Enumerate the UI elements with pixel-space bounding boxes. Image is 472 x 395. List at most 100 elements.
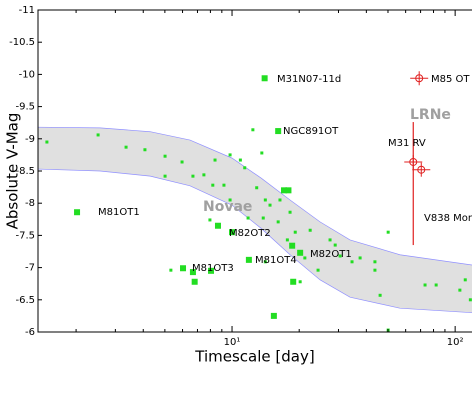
point xyxy=(378,293,382,297)
point xyxy=(303,256,307,260)
point xyxy=(163,174,167,178)
point xyxy=(191,278,198,285)
point xyxy=(229,229,236,236)
point xyxy=(350,260,354,264)
point xyxy=(263,198,267,202)
point xyxy=(268,203,272,207)
point xyxy=(308,228,312,232)
band-edge xyxy=(38,126,472,266)
point xyxy=(463,278,467,282)
point xyxy=(333,243,337,247)
band-edge xyxy=(38,168,472,314)
point-circle xyxy=(417,165,426,174)
nova-band xyxy=(38,127,472,313)
point xyxy=(169,268,173,272)
point xyxy=(228,198,232,202)
point xyxy=(238,158,242,162)
point xyxy=(180,265,187,272)
point xyxy=(285,238,289,242)
x-tick-label: 10¹ xyxy=(224,337,241,348)
annotation: V838 Mon xyxy=(424,213,472,224)
point xyxy=(143,148,147,152)
point xyxy=(214,222,221,229)
region-label: LRNe xyxy=(410,107,451,123)
region-label: Novae xyxy=(203,199,252,215)
point xyxy=(222,183,226,187)
point xyxy=(251,128,255,132)
point xyxy=(458,288,462,292)
y-tick-label: -8 xyxy=(25,198,35,209)
point xyxy=(228,153,232,157)
point xyxy=(275,128,282,135)
annotation: M81OT4 xyxy=(255,255,297,266)
point xyxy=(208,218,212,222)
point xyxy=(74,209,81,216)
annotation: M82OT2 xyxy=(229,228,271,239)
y-tick-label: -7 xyxy=(25,263,35,274)
point xyxy=(316,268,320,272)
y-axis-label: Absolute V-Mag xyxy=(4,113,22,230)
y-tick-label: -9.5 xyxy=(15,102,35,113)
point xyxy=(373,260,377,264)
point xyxy=(404,154,423,169)
point xyxy=(434,283,438,287)
point xyxy=(288,210,292,214)
annotation: M85 OT xyxy=(431,74,470,85)
point xyxy=(338,254,342,258)
y-tick-label: -10.5 xyxy=(9,37,35,48)
y-tick-label: -6.5 xyxy=(15,295,35,306)
point xyxy=(276,220,280,224)
point xyxy=(260,151,264,155)
point xyxy=(328,238,332,242)
point xyxy=(246,216,250,220)
y-tick-label: -7.5 xyxy=(15,230,35,241)
plot-area: M31N07-11d NGC891OT M81OT1 M82OT2 M81OT4 M81O… xyxy=(38,71,472,332)
annotation: M81OT3 xyxy=(192,263,234,274)
x-tick-label: 10² xyxy=(447,337,464,348)
point xyxy=(278,198,282,202)
point xyxy=(289,242,296,249)
point xyxy=(45,140,49,144)
annotation: M82OT1 xyxy=(310,249,352,260)
point xyxy=(202,173,206,177)
point xyxy=(163,154,167,158)
point xyxy=(208,267,215,274)
point xyxy=(285,187,292,194)
point xyxy=(245,256,252,263)
annotation: M31N07-11d xyxy=(277,74,341,85)
y-tick-label: -9 xyxy=(25,134,35,145)
point xyxy=(180,160,184,164)
point xyxy=(468,298,472,302)
point xyxy=(124,145,128,149)
annotation: M31 RV xyxy=(388,138,426,149)
point xyxy=(243,166,247,170)
x-axis-label: Timescale [day] xyxy=(194,348,314,366)
y-tick-label: -10 xyxy=(19,69,35,80)
point xyxy=(263,260,267,264)
point xyxy=(281,187,288,194)
point xyxy=(270,312,277,319)
point xyxy=(373,268,377,272)
point xyxy=(298,280,302,284)
point xyxy=(191,174,195,178)
y-tick-label: -6 xyxy=(25,327,35,338)
point xyxy=(261,216,265,220)
point xyxy=(189,269,196,276)
y-tick-label: -8.5 xyxy=(15,166,35,177)
point xyxy=(410,71,429,86)
point-circle xyxy=(409,157,418,166)
point xyxy=(96,133,100,137)
annotation: M81OT1 xyxy=(98,207,140,218)
point xyxy=(211,183,215,187)
point xyxy=(386,230,390,234)
point xyxy=(412,162,431,177)
point-circle xyxy=(415,74,424,83)
point xyxy=(255,186,259,190)
point xyxy=(423,283,427,287)
y-tick-label: -11 xyxy=(19,5,35,16)
point xyxy=(293,230,297,234)
point xyxy=(290,278,297,285)
point xyxy=(261,75,268,82)
point xyxy=(213,158,217,162)
